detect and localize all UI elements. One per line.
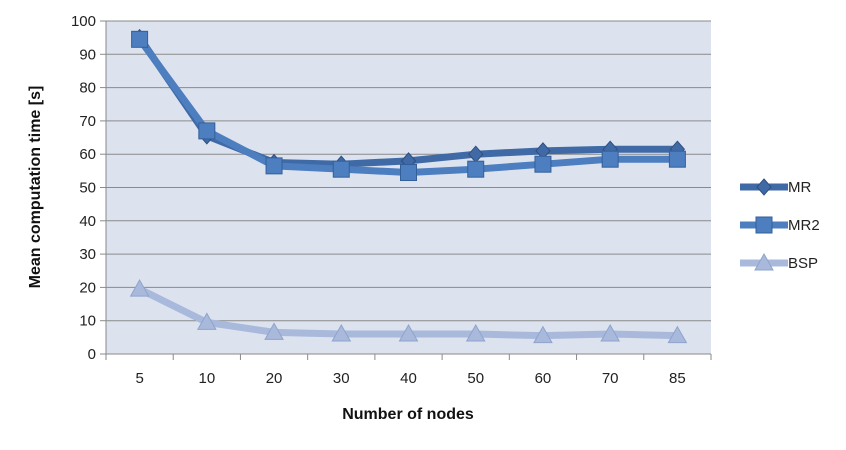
y-tick-label: 10 [79, 313, 96, 330]
y-tick-label: 70 [79, 113, 96, 130]
x-tick-label: 30 [333, 370, 350, 387]
legend-item-bsp: BSP [740, 252, 818, 272]
x-tick-label: 20 [266, 370, 283, 387]
legend-item-mr: MR [740, 178, 811, 196]
y-tick-label: 80 [79, 80, 96, 97]
series [129, 28, 688, 344]
y-tick-label: 50 [79, 180, 96, 197]
x-axis-title: Number of nodes [342, 406, 474, 423]
data-point-triangle [264, 322, 284, 340]
legend: MR MR2 BSP [740, 178, 820, 272]
x-tick-label: 50 [467, 370, 484, 387]
data-point-square [131, 30, 149, 48]
data-point-square [534, 155, 552, 173]
y-tick-label: 0 [88, 346, 96, 363]
x-tick-labels: 5 10 20 30 40 50 60 70 85 [135, 370, 685, 387]
y-tick-label: 90 [79, 46, 96, 63]
y-tick-label: 60 [79, 146, 96, 163]
data-point-triangle [398, 324, 419, 342]
data-point-triangle [331, 324, 352, 342]
data-point-square [400, 164, 417, 182]
data-point-triangle [533, 325, 553, 344]
data-point-square [198, 122, 216, 140]
axes [105, 21, 712, 360]
data-point-triangle [465, 324, 486, 342]
x-tick-label: 5 [135, 370, 143, 387]
data-point-triangle [129, 279, 150, 297]
legend-item-mr2: MR2 [740, 216, 820, 234]
data-point-triangle [600, 324, 621, 342]
data-point-diamond [756, 178, 772, 196]
y-tick-label: 40 [79, 213, 96, 230]
data-point-square [755, 216, 773, 234]
data-point-triangle [754, 252, 774, 271]
series-bsp [129, 279, 688, 344]
legend-label: BSP [788, 255, 818, 272]
y-tick-label: 30 [79, 246, 96, 263]
data-point-triangle [667, 325, 688, 344]
y-tick-labels: 0 10 20 30 40 50 60 70 80 90 100 [71, 13, 96, 363]
x-tick-label: 85 [669, 370, 686, 387]
data-point-triangle [196, 312, 217, 330]
data-point-square [668, 150, 686, 168]
y-tick-label: 20 [79, 279, 96, 296]
y-axis-title: Mean computation time [s] [27, 86, 44, 289]
series-mr2 [131, 30, 686, 182]
legend-label: MR [788, 179, 811, 196]
x-tick-label: 10 [198, 370, 215, 387]
y-tick-label: 100 [71, 13, 96, 30]
data-point-square [601, 150, 619, 168]
data-point-square [467, 160, 485, 178]
data-point-square [265, 157, 283, 175]
x-tick-label: 60 [535, 370, 552, 387]
x-tick-label: 70 [602, 370, 619, 387]
x-tick-label: 40 [400, 370, 417, 387]
data-point-square [332, 160, 350, 178]
legend-label: MR2 [788, 217, 820, 234]
gridlines [100, 20, 711, 355]
